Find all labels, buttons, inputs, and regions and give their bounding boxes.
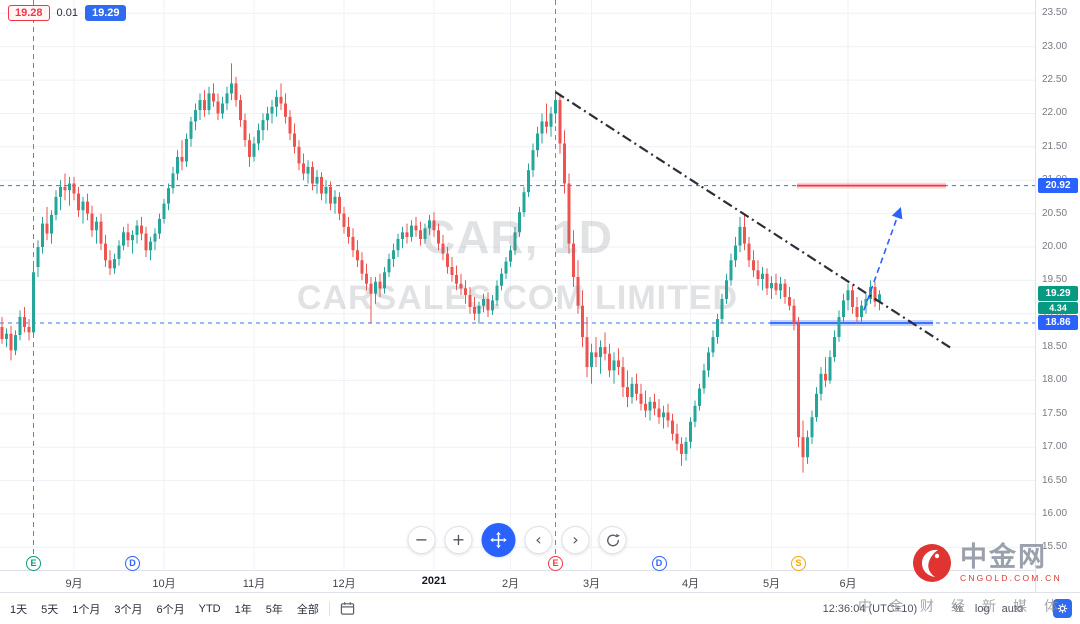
calendar-icon — [340, 601, 355, 616]
price-tick-label: 18.50 — [1042, 341, 1068, 353]
price-axis[interactable]: 23.5023.0022.5022.0021.5021.0020.5020.00… — [1035, 0, 1080, 592]
range-button[interactable]: 1天 — [10, 603, 28, 616]
time-axis-label: 9月 — [65, 578, 83, 590]
price-level-badge: 19.29 — [1038, 286, 1078, 302]
scale-toggle[interactable]: % — [953, 602, 963, 615]
range-button[interactable]: 1年 — [234, 603, 252, 616]
zoom-in-button[interactable]: + — [444, 526, 473, 554]
price-tick-label: 19.50 — [1042, 274, 1068, 286]
price-tick-label: 23.00 — [1042, 40, 1068, 52]
dividend-marker[interactable]: D — [651, 556, 667, 571]
price-tick-label: 18.00 — [1042, 374, 1068, 386]
scale-toggles: % log auto — [953, 603, 1023, 615]
gear-icon — [1056, 602, 1069, 615]
price-level-badge: 18.86 — [1038, 315, 1078, 331]
range-button[interactable]: 6个月 — [156, 603, 185, 616]
price-tick-label: 16.00 — [1042, 507, 1068, 519]
price-tick-label: 23.50 — [1042, 7, 1068, 19]
spread-value: 0.01 — [56, 7, 78, 19]
price-tick-label: 15.50 — [1042, 541, 1068, 553]
clock-label[interactable]: 12:36:04 (UTC+10) — [822, 602, 918, 615]
change-percent-badge: 4.34 — [1038, 302, 1078, 315]
scale-toggle[interactable]: log — [974, 602, 990, 615]
price-tick-label: 22.50 — [1042, 74, 1068, 86]
price-tick-label: 21.50 — [1042, 140, 1068, 152]
time-axis-label: 4月 — [681, 578, 700, 590]
bid-price-badge: 19.28 — [8, 5, 50, 21]
move-icon — [490, 531, 508, 549]
scroll-right-button[interactable]: › — [561, 526, 590, 554]
range-button[interactable]: YTD — [198, 602, 221, 615]
pan-button[interactable] — [481, 523, 516, 557]
time-axis-label: 6月 — [839, 578, 857, 590]
price-tick-label: 17.00 — [1042, 441, 1068, 453]
range-button[interactable]: 3个月 — [114, 603, 143, 616]
settings-button[interactable] — [1053, 599, 1072, 618]
range-button[interactable]: 5年 — [265, 603, 283, 616]
range-button[interactable]: 5天 — [41, 603, 59, 616]
price-tick-label: 17.50 — [1042, 407, 1068, 419]
price-tick-label: 22.00 — [1042, 107, 1068, 119]
scroll-left-button[interactable]: ‹ — [524, 526, 553, 554]
ask-price-badge: 19.29 — [84, 5, 127, 21]
time-axis-label: 5月 — [762, 578, 781, 590]
price-level-badge: 20.92 — [1038, 177, 1078, 193]
time-axis[interactable]: 9月 10月 11月 12月 2021 2月 3月 4月 5月 6月 — [0, 570, 1080, 592]
earnings-marker[interactable]: E — [548, 556, 563, 571]
price-tick-label: 20.00 — [1042, 240, 1068, 252]
quote-widget: 19.28 0.01 19.29 — [8, 5, 127, 21]
range-button[interactable]: 全部 — [296, 603, 319, 616]
price-tick-label: 20.50 — [1042, 207, 1068, 219]
chart-nav-controls: − + ‹ › — [407, 523, 627, 557]
time-axis-label: 2021 — [421, 575, 447, 587]
time-axis-label: 2月 — [501, 578, 520, 590]
time-axis-label: 3月 — [582, 578, 601, 590]
time-axis-label: 10月 — [152, 578, 176, 590]
split-marker[interactable]: S — [791, 556, 806, 571]
bottom-toolbar: 1天 5天 1个月 3个月 6个月 YTD 1年 5年 全部 12:36:04 (UTC+10)… — [0, 592, 1080, 624]
candlestick-chart[interactable] — [0, 0, 1035, 570]
range-button[interactable]: 1个月 — [72, 603, 101, 616]
dividend-marker[interactable]: D — [125, 556, 140, 571]
earnings-marker[interactable]: E — [26, 556, 41, 571]
price-tick-label: 16.50 — [1042, 474, 1068, 486]
reset-view-button[interactable] — [598, 526, 627, 554]
toolbar-divider — [328, 601, 330, 616]
scale-toggle[interactable]: auto — [1001, 602, 1023, 615]
time-axis-label: 12月 — [332, 578, 356, 590]
zoom-out-button[interactable]: − — [407, 526, 436, 554]
reload-icon — [605, 533, 620, 548]
range-selector: 1天 5天 1个月 3个月 6个月 YTD 1年 5年 全部 — [10, 601, 319, 617]
time-axis-label: 11月 — [242, 578, 266, 590]
go-to-date-button[interactable] — [340, 601, 355, 616]
toolbar-right: 12:36:04 (UTC+10) % log auto — [823, 599, 1072, 618]
